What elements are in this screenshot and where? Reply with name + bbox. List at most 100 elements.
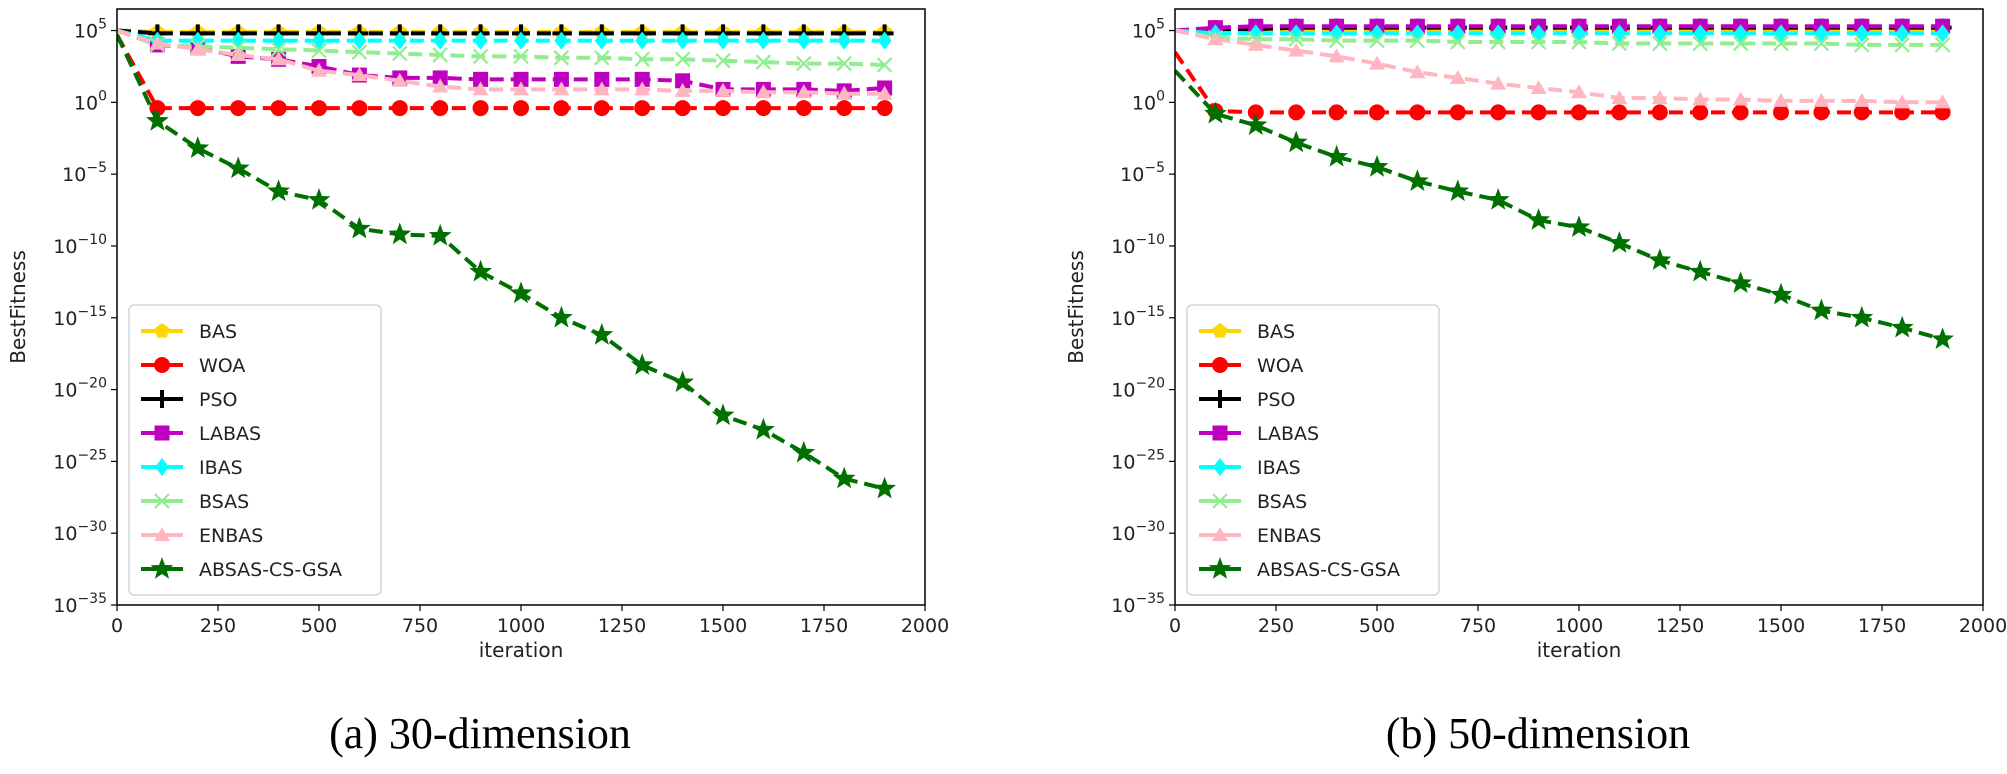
data-point: [1328, 104, 1345, 121]
x-tick-label: 1750: [800, 615, 848, 637]
data-point: [634, 51, 650, 68]
plot-area: [117, 24, 896, 499]
data-point: [1409, 32, 1426, 49]
data-point: [1284, 130, 1308, 153]
data-point: [1490, 75, 1507, 90]
y-tick-label: 10−20: [53, 376, 107, 402]
data-point: [307, 188, 331, 210]
y-tick-label: 10−20: [1111, 376, 1165, 402]
x-tick-label: 1000: [497, 615, 545, 637]
data-point: [1409, 64, 1426, 79]
x-tick-label: 1750: [1858, 615, 1906, 637]
data-point: [795, 100, 812, 117]
data-point: [1813, 92, 1830, 107]
data-point: [1854, 24, 1869, 43]
data-point: [630, 353, 654, 375]
data-point: [1935, 24, 1950, 43]
data-point: [311, 42, 327, 59]
data-point: [1853, 92, 1870, 107]
data-point: [1571, 34, 1587, 50]
data-point: [472, 81, 489, 96]
data-point: [351, 100, 368, 117]
data-point: [1732, 35, 1749, 52]
legend-marker: [150, 557, 174, 579]
data-point: [1288, 42, 1305, 57]
data-point: [832, 466, 856, 489]
data-point: [1732, 91, 1749, 106]
data-point: [1729, 271, 1752, 293]
data-point: [1449, 104, 1466, 121]
x-tick-label: 1250: [598, 615, 646, 637]
x-tick-label: 1500: [1757, 615, 1805, 637]
data-point: [1854, 37, 1870, 53]
data-point: [1733, 24, 1748, 43]
series-absas-cs-gsa: [1175, 69, 1954, 349]
legend-label: LABAS: [1257, 423, 1319, 445]
data-point: [594, 50, 610, 66]
legend: BAS WOA PSO LABAS IBAS BSAS ENBAS ABSAS-CS-GSA: [128, 304, 382, 596]
series-bas: [117, 24, 893, 39]
data-point: [593, 81, 610, 96]
data-point: [311, 62, 327, 77]
data-point: [1571, 84, 1587, 99]
legend: BAS WOA PSO LABAS IBAS BSAS ENBAS ABSAS-CS-GSA: [1186, 304, 1440, 596]
data-point: [149, 35, 166, 50]
data-point: [1608, 231, 1631, 253]
data-point: [836, 55, 852, 72]
x-tick-label: 750: [402, 615, 438, 637]
data-point: [469, 259, 492, 282]
legend-label: PSO: [1257, 389, 1295, 411]
data-point: [755, 54, 772, 70]
data-point: [674, 82, 691, 97]
data-point: [1894, 94, 1911, 109]
legend-item-absas-cs-gsa: ABSAS-CS-GSA: [141, 557, 342, 581]
series-line-absas-cs-gsa: [1175, 69, 1944, 342]
legend-label: ENBAS: [1257, 525, 1321, 547]
series-enbas: [1175, 28, 1951, 109]
data-point: [1530, 104, 1547, 121]
legend-marker: [1212, 425, 1228, 441]
data-point: [796, 55, 812, 72]
y-tick-label: 10−35: [53, 591, 107, 617]
legend-marker: [153, 390, 171, 408]
data-point: [1693, 24, 1708, 43]
data-point: [873, 476, 896, 499]
data-point: [392, 31, 407, 50]
data-point: [674, 51, 691, 68]
data-point: [351, 67, 368, 82]
y-axis-label: BestFitness: [6, 250, 30, 364]
x-tick-label: 2000: [1959, 615, 2007, 637]
legend-label: BSAS: [199, 491, 249, 513]
y-tick-label: 10−15: [53, 304, 107, 330]
data-point: [755, 100, 772, 117]
data-point: [513, 100, 529, 117]
series-line-woa: [1175, 50, 1943, 115]
data-point: [226, 156, 250, 179]
data-point: [1692, 91, 1709, 106]
data-point: [1773, 92, 1789, 107]
data-point: [1850, 305, 1874, 328]
y-tick-label: 10−10: [53, 232, 107, 258]
data-point: [1652, 35, 1668, 52]
data-point: [1934, 94, 1951, 109]
legend-box: [1186, 304, 1440, 596]
data-point: [1895, 24, 1910, 43]
data-point: [715, 52, 731, 69]
data-point: [1890, 315, 1914, 338]
legend-marker: [154, 493, 170, 509]
data-point: [1648, 248, 1672, 270]
data-point: [1288, 31, 1304, 47]
data-point: [715, 82, 731, 97]
data-point: [230, 100, 247, 117]
data-point: [472, 48, 489, 65]
legend-item-woa: WOA: [141, 355, 245, 377]
legend-marker: [1213, 458, 1227, 476]
data-point: [146, 109, 169, 131]
y-axis-label: BestFitness: [1064, 250, 1088, 364]
data-point: [1490, 104, 1507, 121]
legend-label: BAS: [199, 321, 237, 343]
data-point: [433, 31, 448, 50]
data-point: [876, 85, 893, 100]
legend-item-ibas: IBAS: [1199, 457, 1301, 479]
